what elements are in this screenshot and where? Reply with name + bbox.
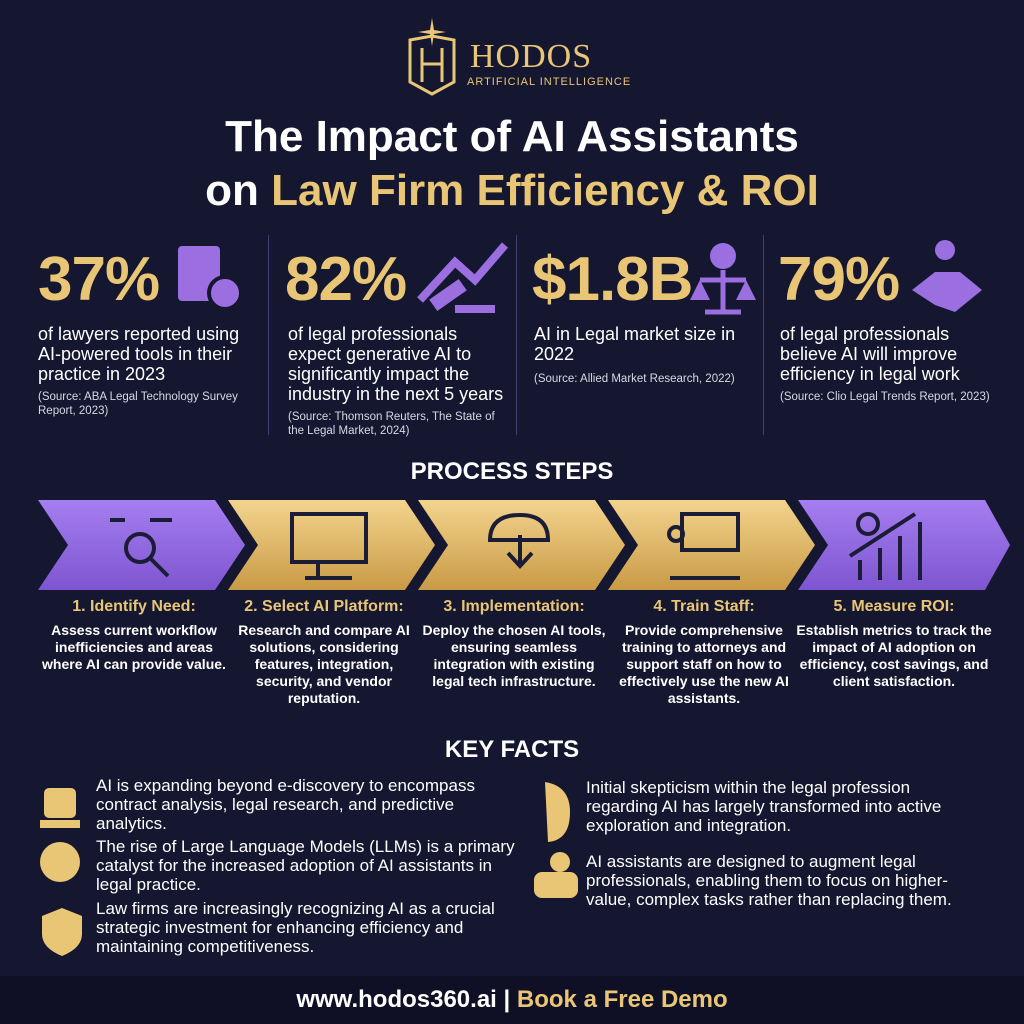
stat-source: (Source: Allied Market Research, 2022) <box>534 373 735 385</box>
step-text: Deploy the chosen AI tools, ensuring sea… <box>422 622 606 689</box>
step-title: 4. Train Staff: <box>653 598 755 615</box>
stat-text: AI in Legal market size in 2022 <box>534 324 736 364</box>
footer-line: www.hodos360.ai | Book a Free Demo <box>0 986 1024 1014</box>
step-title: 2. Select AI Platform: <box>244 598 404 615</box>
stat-source: (Source: ABA Legal Technology Survey Rep… <box>38 391 238 417</box>
stat-icons <box>178 240 982 315</box>
fact-icons <box>40 782 578 956</box>
stat-source: (Source: Thomson Reuters, The State of t… <box>288 411 495 437</box>
footer-cta[interactable]: Book a Free Demo <box>516 986 728 1013</box>
step-title: 5. Measure ROI: <box>833 598 955 615</box>
fact: The rise of Large Language Models (LLMs)… <box>96 837 515 894</box>
divider <box>763 235 764 435</box>
step-title: 1. Identify Need: <box>72 598 196 615</box>
divider <box>516 235 517 435</box>
brand-tagline: ARTIFICIAL INTELLIGENCE <box>467 76 632 88</box>
step-text: Assess current workflow inefficiencies a… <box>42 622 226 672</box>
divider <box>268 235 269 435</box>
logo <box>408 18 456 96</box>
title-prefix: on <box>205 166 259 215</box>
stat-text: of legal professionals expect generative… <box>288 324 504 404</box>
title-highlight: Law Firm Efficiency & ROI <box>271 166 819 215</box>
process-icons <box>110 512 922 580</box>
stat-text: of legal professionals believe AI will i… <box>780 324 960 384</box>
stat-value: $1.8B <box>532 245 693 314</box>
fact: AI assistants are designed to augment le… <box>586 852 952 909</box>
fact: AI is expanding beyond e-discovery to en… <box>96 776 475 833</box>
fact: Law firms are increasingly recognizing A… <box>96 899 495 956</box>
step-text: Provide comprehensive training to attorn… <box>619 622 789 706</box>
stat-value: 79% <box>778 245 900 314</box>
process-title: PROCESS STEPS <box>410 458 614 485</box>
footer-separator: | <box>503 986 511 1013</box>
title-line-1: The Impact of AI Assistants <box>225 112 799 161</box>
key-facts-title: KEY FACTS <box>444 736 580 763</box>
stat-source: (Source: Clio Legal Trends Report, 2023) <box>780 391 990 403</box>
title-line-2: on Law Firm Efficiency & ROI <box>0 166 1024 216</box>
footer-bar <box>0 976 1024 1024</box>
fact: Initial skepticism within the legal prof… <box>586 778 942 835</box>
brand-name: HODOS <box>470 38 593 75</box>
footer-url[interactable]: www.hodos360.ai <box>296 986 497 1013</box>
stat-value: 82% <box>285 245 407 314</box>
step-title: 3. Implementation: <box>443 598 585 615</box>
step-text: Establish metrics to track the impact of… <box>796 622 992 689</box>
step-text: Research and compare AI solutions, consi… <box>238 622 410 706</box>
stat-text: of lawyers reported using AI-powered too… <box>38 324 240 384</box>
stat-value: 37% <box>38 245 160 314</box>
